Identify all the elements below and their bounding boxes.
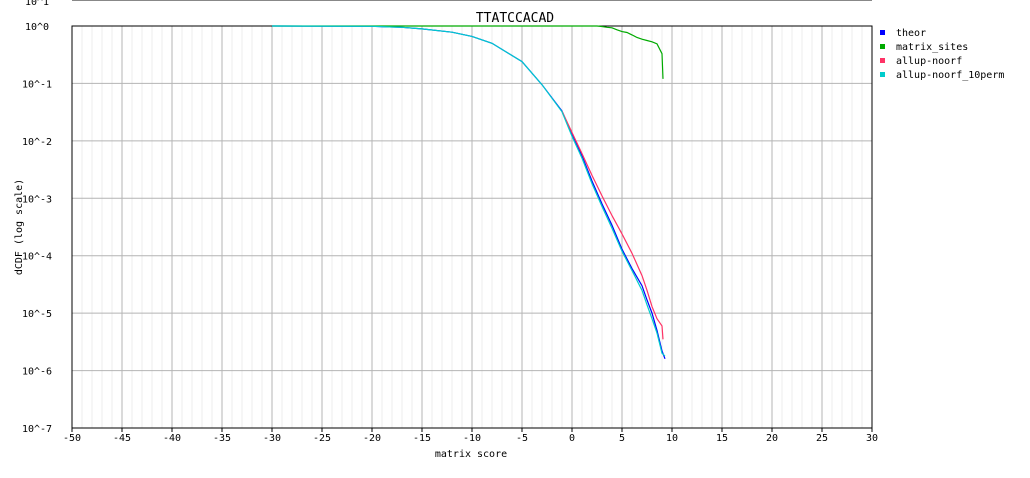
x-tick-label: -15 (413, 433, 431, 444)
x-tick-label: 30 (866, 433, 878, 444)
legend-label: theor (896, 28, 926, 39)
x-tick-label: -35 (213, 433, 231, 444)
y-tick-label: 10^-6 (22, 367, 52, 378)
legend-label: allup-noorf (896, 56, 962, 67)
x-tick-label: 10 (666, 433, 678, 444)
x-tick-label: 25 (816, 433, 828, 444)
x-tick-label: 15 (716, 433, 728, 444)
x-tick-label: -10 (463, 433, 481, 444)
y-tick-label: 10^-4 (22, 252, 52, 263)
x-tick-labels: -50 -45 -40 -35 -30 -25 -20 -15 -10 -5 0 5 10 15 20 25 3… (63, 428, 878, 444)
x-tick-label: -30 (263, 433, 281, 444)
y-tick-label: 10^-1 (22, 79, 52, 90)
legend-marker (880, 30, 885, 35)
x-tick-label: -50 (63, 433, 81, 444)
major-grid (72, 26, 872, 428)
x-tick-label: 20 (766, 433, 778, 444)
legend-marker (880, 72, 885, 77)
x-tick-label: -40 (163, 433, 181, 444)
x-tick-label: 5 (619, 433, 625, 444)
legend-label: matrix_sites (896, 42, 968, 53)
y-tick-label: 10^-3 (22, 194, 52, 205)
series-lines (271, 25, 666, 360)
chart-title: TTATCCACAD (476, 11, 554, 26)
y-tick-labels: 10^1 10^0 10^-1 10^-2 10^-3 10^-4 10^-5 10^-6 10… (22, 0, 52, 435)
y-tick-label: 10^-7 (22, 424, 52, 435)
y-tick-label: 10^-5 (22, 309, 52, 320)
y-tick-label: 10^-2 (22, 137, 52, 148)
series-line-matrix_sites (272, 25, 664, 79)
x-tick-label: 0 (569, 433, 575, 444)
legend: theor matrix_sites allup-noorf allup-noorf_… (880, 28, 1004, 81)
series-line-theor (271, 25, 666, 360)
minor-grid (81, 26, 863, 428)
x-tick-label: -5 (516, 433, 528, 444)
x-tick-label: -20 (363, 433, 381, 444)
x-tick-label: -45 (113, 433, 131, 444)
series-line-allup-noorf_10perm (271, 25, 666, 357)
y-tick-label: 10^1 (25, 0, 49, 8)
series-line-allup-noorf (561, 110, 664, 340)
x-axis-label: matrix score (435, 449, 507, 460)
legend-marker (880, 58, 885, 63)
x-tick-label: -25 (313, 433, 331, 444)
y-tick-label: 10^0 (25, 22, 49, 33)
legend-label: allup-noorf_10perm (896, 70, 1004, 81)
y-axis-label: dCDF (log scale) (14, 179, 25, 275)
legend-marker (880, 44, 885, 49)
